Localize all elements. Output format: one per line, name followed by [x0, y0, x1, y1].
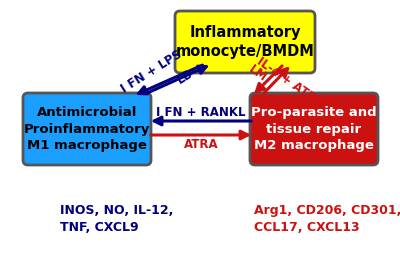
Text: Antimicrobial
Proinflammatory
M1 macrophage: Antimicrobial Proinflammatory M1 macroph…	[24, 106, 150, 152]
Text: Inflammatory
monocyte/BMDM: Inflammatory monocyte/BMDM	[176, 25, 314, 59]
Text: Arg1, CD206, CD301,
CCL17, CXCL13: Arg1, CD206, CD301, CCL17, CXCL13	[254, 204, 400, 234]
Text: Pro-parasite and
tissue repair
M2 macrophage: Pro-parasite and tissue repair M2 macrop…	[251, 106, 377, 152]
Text: LB: LB	[174, 67, 196, 87]
FancyBboxPatch shape	[23, 93, 151, 165]
Text: ATRA: ATRA	[184, 137, 218, 151]
Text: INOS, NO, IL-12,
TNF, CXCL9: INOS, NO, IL-12, TNF, CXCL9	[60, 204, 173, 234]
Text: I FN + RANKL: I FN + RANKL	[156, 106, 246, 120]
FancyBboxPatch shape	[250, 93, 378, 165]
Text: IL-4 + ATRA: IL-4 + ATRA	[254, 54, 326, 110]
Text: I FN + LPS: I FN + LPS	[119, 48, 185, 96]
Text: LM: LM	[246, 63, 270, 85]
FancyBboxPatch shape	[175, 11, 315, 73]
